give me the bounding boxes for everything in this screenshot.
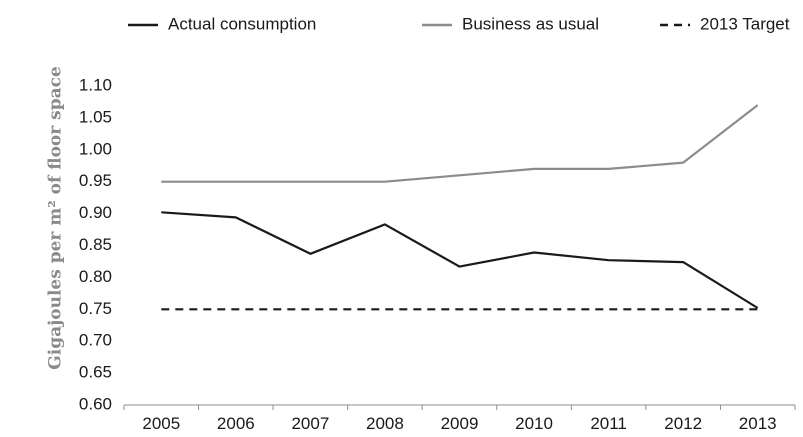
legend-label-actual-consumption: Actual consumption — [168, 14, 316, 33]
y-tick-label: 0.85 — [79, 235, 112, 254]
series-line-actual-consumption — [161, 211, 759, 309]
legend-label-2013-target: 2013 Target — [700, 14, 790, 33]
y-tick-label: 0.90 — [79, 203, 112, 222]
legend: Actual consumption Business as usual 2013 … — [128, 14, 790, 33]
x-tick-label: 2011 — [590, 414, 627, 433]
y-tick-label: 0.60 — [79, 394, 112, 413]
y-tick-label: 0.70 — [79, 331, 112, 350]
y-tick-label: 0.95 — [79, 171, 112, 190]
y-axis-label: Gigajoules per m² of floor space — [46, 66, 66, 370]
y-tick-label: 0.65 — [79, 363, 112, 382]
y-tick-label: 1.10 — [79, 75, 112, 94]
y-tick-label: 0.80 — [79, 267, 112, 286]
legend-label-business-as-usual: Business as usual — [462, 14, 599, 33]
axes: 2005 2006 2007 2008 2009 2010 2011 2012 2013 0.60… — [79, 75, 796, 433]
x-tick-label: 2006 — [217, 414, 255, 433]
x-tick-label: 2013 — [739, 414, 777, 433]
y-tick-label: 1.00 — [79, 139, 112, 158]
y-tick-label: 0.75 — [79, 299, 112, 318]
x-tick-label: 2007 — [291, 414, 329, 433]
x-tick-label: 2012 — [664, 414, 702, 433]
x-tick-label: 2009 — [441, 414, 479, 433]
x-tick-label: 2008 — [366, 414, 404, 433]
series-group — [161, 104, 759, 311]
series-line-business-as-usual — [161, 104, 759, 183]
x-tick-label: 2005 — [142, 414, 180, 433]
y-tick-label: 1.05 — [79, 107, 112, 126]
x-tick-label: 2010 — [515, 414, 553, 433]
